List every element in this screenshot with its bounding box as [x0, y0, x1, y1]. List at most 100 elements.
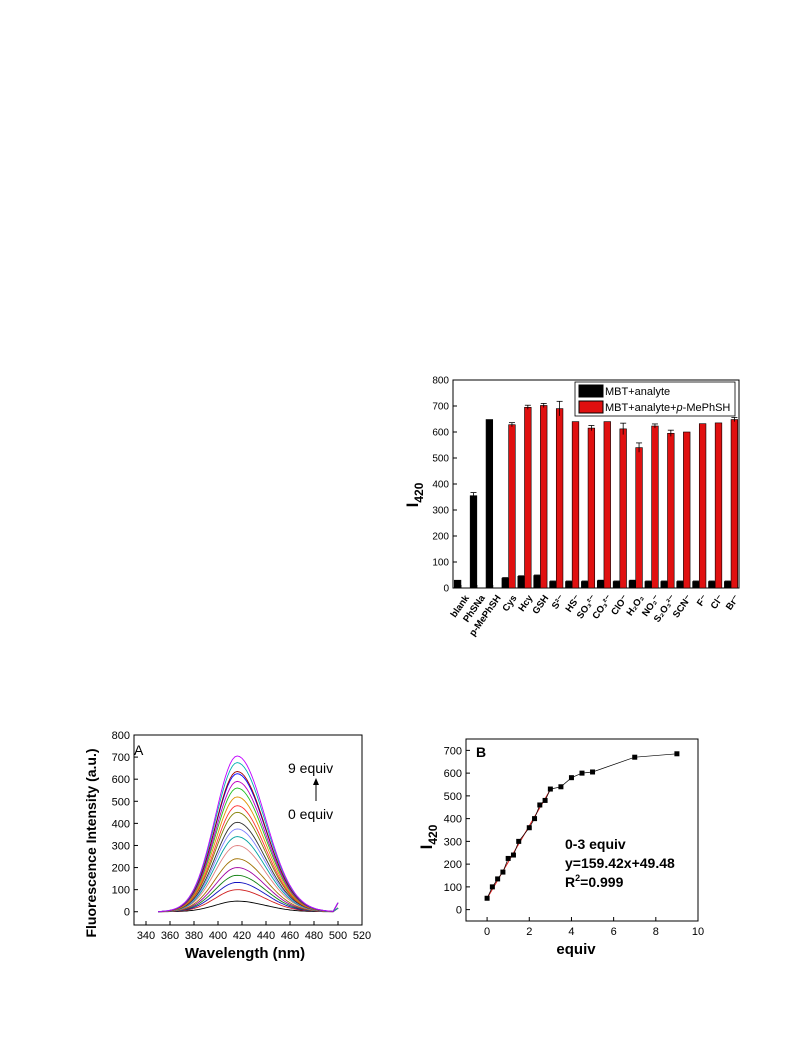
bar	[619, 428, 627, 589]
panel-label-a: A	[134, 742, 144, 758]
bar	[644, 581, 652, 589]
x-tick-label: F⁻	[695, 593, 710, 608]
x-tick-label: 4	[568, 926, 574, 938]
x-tick-label: 340	[137, 930, 155, 942]
x-tick-label: 400	[209, 930, 227, 942]
y-tick-label: 500	[444, 791, 462, 803]
y-tick-label: 0	[443, 584, 449, 595]
legend-label-series-2: MBT+analyte+p-MePhSH	[605, 402, 730, 414]
bar	[603, 421, 611, 589]
y-tick-label: 200	[444, 859, 462, 871]
y-axis-title: I420	[405, 482, 426, 507]
data-point	[558, 784, 564, 790]
data-point	[674, 751, 680, 757]
y-tick-label: 0	[456, 905, 462, 917]
x-axis-title: Wavelength (nm)	[185, 945, 305, 962]
data-point	[537, 802, 543, 808]
bar	[555, 408, 564, 589]
y-axis-title: I420	[417, 824, 440, 849]
y-tick-label: 300	[444, 836, 462, 848]
bar	[508, 424, 516, 589]
data-point	[568, 775, 574, 781]
bar	[730, 419, 739, 589]
y-tick-label: 700	[112, 752, 130, 764]
x-tick-label: GSH	[530, 593, 551, 616]
y-tick-label: 100	[444, 882, 462, 894]
legend-label-series-1: MBT+analyte	[605, 386, 670, 398]
x-tick-label: 6	[611, 926, 617, 938]
x-tick-label: 380	[185, 930, 203, 942]
bar	[698, 423, 707, 589]
y-tick-label: 200	[432, 532, 449, 543]
y-tick-label: 500	[112, 796, 130, 808]
y-tick-label: 200	[112, 863, 130, 875]
x-tick-label: Cys	[501, 593, 520, 614]
x-tick-label: 460	[281, 930, 299, 942]
spectrum-line	[157, 755, 339, 913]
data-point	[547, 786, 553, 792]
x-tick-label: 0	[484, 926, 490, 938]
bar	[708, 581, 716, 589]
bar	[524, 406, 532, 589]
plot-frame	[133, 734, 363, 926]
bar	[453, 579, 462, 589]
spectrum-line	[157, 780, 339, 913]
spectrum-line	[158, 900, 339, 913]
y-tick-label: 600	[444, 768, 462, 780]
x-tick-label: 420	[233, 930, 251, 942]
y-tick-label: 500	[432, 454, 449, 465]
bar	[533, 575, 541, 589]
x-tick-label: 480	[305, 930, 323, 942]
y-tick-label: 300	[112, 840, 130, 852]
data-point	[590, 769, 596, 775]
x-tick-label: 8	[653, 926, 659, 938]
bar	[549, 581, 557, 589]
x-axis-title: equiv	[556, 941, 596, 958]
fluorescence-spectra-chart: 0 100 200 300 400 500 600 700 800 340 360 380 400 420…	[83, 730, 371, 962]
data-point	[489, 884, 495, 890]
data-point	[500, 869, 506, 875]
bar	[581, 581, 589, 589]
bar	[485, 419, 494, 589]
y-tick-label: 600	[432, 428, 449, 439]
fit-range-label: 0-3 equiv	[565, 836, 626, 852]
y-tick-label: 800	[112, 730, 130, 742]
y-tick-label: 400	[432, 480, 449, 491]
bar	[571, 421, 580, 589]
data-point	[495, 876, 501, 882]
x-tick-label: 360	[161, 930, 179, 942]
bar	[587, 427, 596, 589]
y-tick-label: 300	[432, 506, 449, 517]
bar	[540, 405, 548, 589]
bar	[714, 422, 723, 589]
bar	[501, 577, 509, 589]
y-tick-label: 400	[112, 818, 130, 830]
plot-frame	[465, 738, 699, 922]
x-tick-label: 520	[353, 930, 371, 942]
bar	[628, 580, 637, 589]
y-axis-title: Fluorescence Intensity (a.u.)	[83, 748, 99, 937]
bar	[660, 581, 668, 589]
data-point	[510, 852, 516, 858]
titration-scatter-chart: 0 100 200 300 400 500 600 700 0 2 4 6 8 10 B 0-3 equi…	[417, 738, 704, 958]
y-tick-label: 100	[112, 885, 130, 897]
arrow-head-icon	[313, 778, 319, 785]
bar	[683, 431, 691, 589]
spectrum-line	[157, 821, 339, 913]
bar	[596, 580, 605, 589]
bar	[635, 447, 643, 589]
legend: MBT+analyte MBT+analyte+p-MePhSH	[574, 381, 736, 417]
x-tick-label: 440	[257, 930, 275, 942]
y-tick-label: 800	[432, 376, 449, 387]
data-point	[542, 797, 548, 803]
y-tick-label: 700	[432, 402, 449, 413]
annotation-0-equiv: 0 equiv	[288, 806, 333, 822]
x-tick-label: Cl⁻	[709, 593, 726, 611]
bar	[612, 581, 621, 589]
fit-equation: y=159.42x+49.48	[565, 855, 675, 871]
panel-label-b: B	[476, 744, 486, 760]
x-tick-label: 2	[526, 926, 532, 938]
y-tick-label: 600	[112, 774, 130, 786]
data-point	[505, 855, 511, 861]
